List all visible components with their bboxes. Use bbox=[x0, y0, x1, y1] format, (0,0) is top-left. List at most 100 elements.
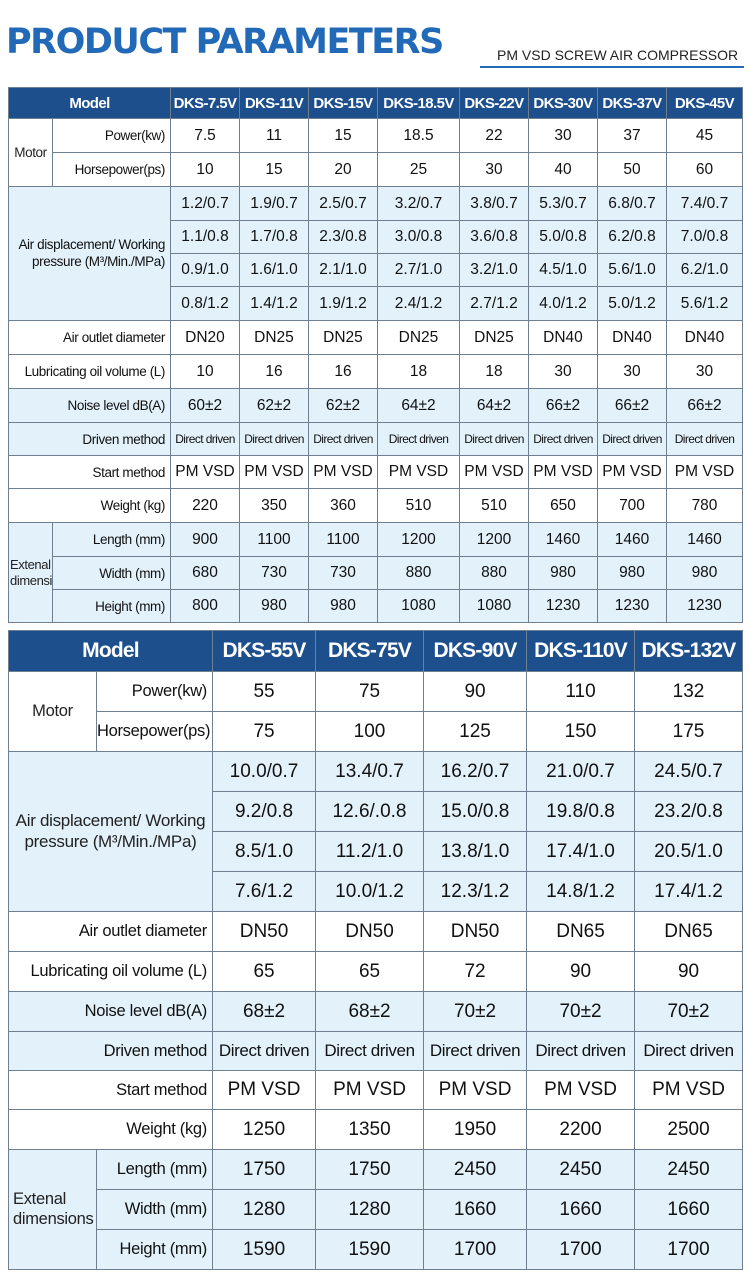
air-value: 1.4/1.2 bbox=[239, 286, 309, 321]
power-value: 15 bbox=[308, 118, 378, 153]
outlet-value: DN40 bbox=[666, 320, 743, 355]
model-name: DKS-11V bbox=[239, 87, 309, 119]
oil-value: 18 bbox=[459, 354, 529, 389]
power-value: 11 bbox=[239, 118, 309, 153]
length-value: 1460 bbox=[666, 522, 743, 557]
air-value: 1.2/0.7 bbox=[170, 186, 240, 221]
model-header-row: Model DKS-55V DKS-75V DKS-90V DKS-110V D… bbox=[7, 630, 744, 672]
power-value: 75 bbox=[315, 671, 425, 712]
height-value: 1230 bbox=[528, 589, 598, 623]
power-row: Motor Power(kw) 7.5 11 15 18.5 22 30 37 … bbox=[8, 118, 743, 187]
air-value: 15.0/0.8 bbox=[423, 791, 528, 832]
air-row: 9.2/0.8 12.6/.0.8 15.0/0.8 19.8/0.8 23.2… bbox=[9, 791, 744, 832]
page-subtitle: PM VSD SCREW AIR COMPRESSOR bbox=[497, 47, 739, 63]
driven-value: Direct driven bbox=[212, 1031, 317, 1071]
power-value: 7.5 bbox=[170, 118, 240, 153]
driven-value: Direct driven bbox=[528, 422, 598, 456]
power-value: 45 bbox=[666, 118, 743, 153]
weight-label: Weight (kg) bbox=[7, 1109, 214, 1150]
noise-row: Noise level dB(A) 60±2 62±2 62±2 64±2 64… bbox=[8, 388, 743, 423]
driven-value: Direct driven bbox=[459, 422, 529, 456]
oil-value: 16 bbox=[239, 354, 309, 389]
width-value: 1660 bbox=[423, 1189, 528, 1230]
power-value: 132 bbox=[634, 671, 744, 712]
air-outlet-label: Air outlet diameter bbox=[8, 320, 171, 355]
weight-row: Weight (kg) 220 350 360 510 510 650 700 … bbox=[8, 488, 743, 523]
model-name: DKS-15V bbox=[308, 87, 378, 119]
height-value: 1080 bbox=[377, 589, 460, 623]
air-value: 2.5/0.7 bbox=[308, 186, 378, 221]
air-value: 12.3/1.2 bbox=[423, 871, 528, 912]
start-value: PM VSD bbox=[239, 455, 309, 489]
length-value: 2450 bbox=[634, 1149, 744, 1190]
length-value: 1100 bbox=[239, 522, 309, 557]
power-row: Motor Power(kw) 55 75 90 110 132 bbox=[8, 671, 744, 752]
oil-value: 30 bbox=[597, 354, 667, 389]
weight-row: Weight (kg) 1250 1350 1950 2200 2500 bbox=[7, 1109, 744, 1150]
horsepower-value: 40 bbox=[528, 152, 598, 187]
horsepower-value: 30 bbox=[459, 152, 529, 187]
external-dimensions-label: Extenal dimensions bbox=[8, 1149, 97, 1270]
driven-value: Direct driven bbox=[597, 422, 667, 456]
power-value: 30 bbox=[528, 118, 598, 153]
oil-value: 90 bbox=[526, 951, 636, 992]
noise-value: 66±2 bbox=[597, 388, 667, 423]
height-value: 1590 bbox=[315, 1229, 425, 1270]
height-value: 1700 bbox=[526, 1229, 636, 1270]
power-value: 37 bbox=[597, 118, 667, 153]
air-outlet-label: Air outlet diameter bbox=[7, 911, 214, 952]
power-value: 90 bbox=[423, 671, 528, 712]
noise-value: 68±2 bbox=[315, 991, 425, 1032]
width-row: Width (mm) 1280 1280 1660 1660 1660 bbox=[9, 1189, 744, 1230]
air-value: 6.8/0.7 bbox=[597, 186, 667, 221]
weight-value: 360 bbox=[308, 488, 378, 523]
oil-value: 30 bbox=[666, 354, 743, 389]
air-value: 14.8/1.2 bbox=[526, 871, 636, 912]
air-value: 1.7/0.8 bbox=[239, 220, 309, 254]
noise-value: 64±2 bbox=[459, 388, 529, 423]
air-value: 7.6/1.2 bbox=[212, 871, 317, 912]
noise-value: 60±2 bbox=[170, 388, 240, 423]
air-value: 16.2/0.7 bbox=[423, 751, 528, 792]
air-value: 1.9/0.7 bbox=[239, 186, 309, 221]
width-value: 730 bbox=[239, 556, 309, 590]
horsepower-value: 25 bbox=[377, 152, 460, 187]
width-row: Width (mm) 680 730 730 880 880 980 980 9… bbox=[9, 556, 743, 590]
model-name: DKS-45V bbox=[666, 87, 743, 119]
weight-value: 650 bbox=[528, 488, 598, 523]
oil-value: 72 bbox=[423, 951, 528, 992]
width-value: 1660 bbox=[634, 1189, 744, 1230]
air-value: 21.0/0.7 bbox=[526, 751, 636, 792]
length-label: Length (mm) bbox=[95, 1149, 214, 1190]
start-row: Start method PM VSD PM VSD PM VSD PM VSD… bbox=[7, 1070, 744, 1110]
horsepower-value: 10 bbox=[170, 152, 240, 187]
spec-table-1: Model DKS-7.5V DKS-11V DKS-15V DKS-18.5V… bbox=[8, 87, 743, 623]
weight-value: 2500 bbox=[634, 1109, 744, 1150]
weight-label: Weight (kg) bbox=[8, 488, 171, 523]
start-value: PM VSD bbox=[308, 455, 378, 489]
driven-value: Direct driven bbox=[377, 422, 460, 456]
horsepower-value: 50 bbox=[597, 152, 667, 187]
air-value: 0.8/1.2 bbox=[170, 286, 240, 321]
length-value: 1200 bbox=[459, 522, 529, 557]
air-value: 0.9/1.0 bbox=[170, 253, 240, 287]
height-value: 1080 bbox=[459, 589, 529, 623]
air-value: 3.6/0.8 bbox=[459, 220, 529, 254]
air-value: 5.0/1.2 bbox=[597, 286, 667, 321]
outlet-value: DN50 bbox=[315, 911, 425, 952]
height-row: Height (mm) 1590 1590 1700 1700 1700 bbox=[9, 1229, 744, 1270]
width-label: Width (mm) bbox=[95, 1189, 214, 1230]
length-value: 1460 bbox=[528, 522, 598, 557]
air-displacement-label: Air displacement/ Working pressure (M³/M… bbox=[8, 186, 171, 321]
air-value: 2.1/1.0 bbox=[308, 253, 378, 287]
motor-group-label: Motor bbox=[8, 671, 97, 752]
air-value: 5.6/1.0 bbox=[597, 253, 667, 287]
outlet-value: DN25 bbox=[308, 320, 378, 355]
air-value: 2.7/1.2 bbox=[459, 286, 529, 321]
start-value: PM VSD bbox=[597, 455, 667, 489]
weight-value: 1350 bbox=[315, 1109, 425, 1150]
horsepower-value: 175 bbox=[634, 711, 744, 752]
outlet-value: DN25 bbox=[459, 320, 529, 355]
power-value: 55 bbox=[212, 671, 317, 712]
outlet-value: DN40 bbox=[528, 320, 598, 355]
